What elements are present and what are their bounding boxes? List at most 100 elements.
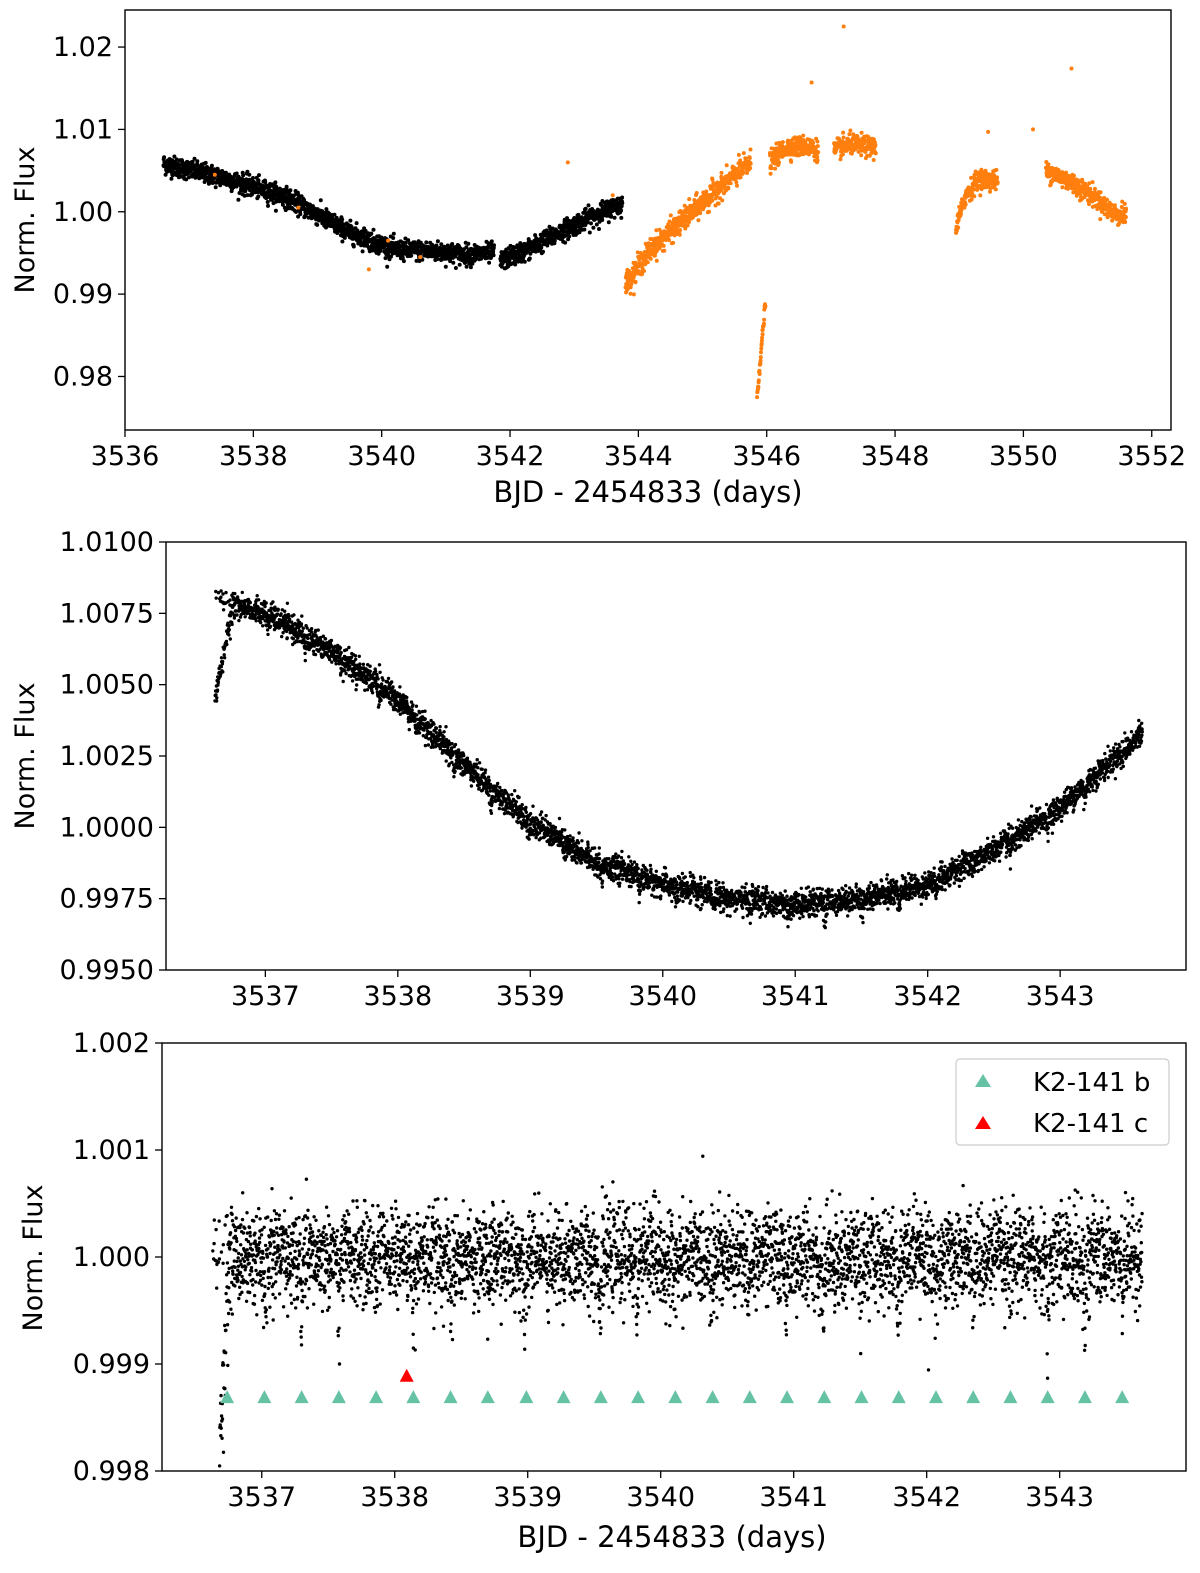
legend-label-b: K2-141 b bbox=[1033, 1068, 1150, 1098]
transit-marker-b bbox=[220, 1390, 235, 1404]
xtick-label: 3546 bbox=[732, 441, 801, 472]
xtick-label: 3542 bbox=[893, 981, 962, 1012]
series-removed bbox=[212, 24, 1129, 400]
transit-marker-b bbox=[817, 1390, 832, 1404]
series-flattened bbox=[211, 1154, 1144, 1468]
transit-marker-b bbox=[331, 1390, 346, 1404]
panel-top-ticks: 3536 3538 3540 3542 3544 3546 3548 3550 3552 0.98… bbox=[53, 32, 1186, 472]
panel-bottom-ylabel: Norm. Flux bbox=[18, 1185, 49, 1332]
ytick-label: 1.02 bbox=[53, 32, 113, 63]
transit-marker-b bbox=[369, 1390, 384, 1404]
transit-marker-b bbox=[593, 1390, 608, 1404]
transit-marker-c bbox=[399, 1368, 414, 1382]
panel-bottom-xlabel: BJD - 2454833 (days) bbox=[517, 1520, 826, 1554]
transit-marker-b bbox=[519, 1390, 534, 1404]
ytick-label: 0.9975 bbox=[60, 884, 154, 915]
outlier-point bbox=[366, 267, 371, 272]
transit-markers bbox=[220, 1368, 1130, 1404]
ytick-label: 0.98 bbox=[53, 361, 113, 392]
ytick-label: 1.001 bbox=[73, 1135, 150, 1166]
panel-bottom-points bbox=[211, 1154, 1144, 1468]
transit-marker-b bbox=[631, 1390, 646, 1404]
ytick-label: 1.0100 bbox=[60, 527, 154, 558]
panel-bottom: Norm. Flux BJD - 2454833 (days) 3537 3538… bbox=[18, 1028, 1187, 1554]
transit-marker-b bbox=[480, 1390, 495, 1404]
ytick-label: 0.9950 bbox=[60, 955, 154, 986]
panel-top-frame bbox=[124, 9, 1172, 431]
ytick-label: 1.0025 bbox=[60, 741, 154, 772]
outlier-point bbox=[610, 193, 615, 198]
transit-marker-b bbox=[406, 1390, 421, 1404]
transit-marker-b bbox=[294, 1390, 309, 1404]
xtick-label: 3536 bbox=[91, 441, 160, 472]
outlier-point bbox=[1069, 66, 1074, 71]
outlier-point bbox=[418, 255, 423, 260]
outlier-point bbox=[841, 24, 846, 29]
series-detrended-raw bbox=[213, 589, 1145, 930]
ytick-label: 1.00 bbox=[53, 197, 113, 228]
legend-label-c: K2-141 c bbox=[1033, 1109, 1148, 1139]
transit-marker-b bbox=[443, 1390, 458, 1404]
xtick-label: 3550 bbox=[989, 441, 1058, 472]
transit-marker-b bbox=[1077, 1390, 1092, 1404]
ytick-label: 1.000 bbox=[73, 1242, 150, 1273]
xtick-label: 3552 bbox=[1117, 441, 1186, 472]
xtick-label: 3543 bbox=[1026, 981, 1095, 1012]
ytick-label: 0.998 bbox=[73, 1456, 150, 1487]
transit-marker-b bbox=[891, 1390, 906, 1404]
transit-marker-b bbox=[705, 1390, 720, 1404]
series-kept bbox=[161, 154, 625, 271]
transit-marker-b bbox=[780, 1390, 795, 1404]
outlier-point bbox=[809, 80, 814, 85]
outlier-point bbox=[1031, 127, 1035, 132]
panel-middle: Norm. Flux 3537 3538 3539 3540 3541 3542 3543 0… bbox=[10, 527, 1187, 1012]
panel-top-points bbox=[161, 24, 1129, 400]
xtick-label: 3537 bbox=[227, 1482, 296, 1513]
xtick-label: 3537 bbox=[231, 981, 300, 1012]
ytick-label: 1.01 bbox=[53, 114, 113, 145]
outlier-point bbox=[212, 172, 217, 177]
transit-marker-b bbox=[966, 1390, 981, 1404]
xtick-label: 3538 bbox=[363, 981, 432, 1012]
xtick-label: 3544 bbox=[604, 441, 673, 472]
transit-marker-b bbox=[1003, 1390, 1018, 1404]
ytick-label: 1.002 bbox=[73, 1028, 150, 1059]
xtick-label: 3548 bbox=[861, 441, 930, 472]
panel-bottom-ticks: 3537 3538 3539 3540 3541 3542 3543 0.998 0.999 1.… bbox=[73, 1028, 1094, 1513]
panel-top-xlabel: BJD - 2454833 (days) bbox=[493, 475, 802, 509]
xtick-label: 3540 bbox=[628, 981, 697, 1012]
panel-middle-ylabel: Norm. Flux bbox=[10, 683, 41, 830]
xtick-label: 3538 bbox=[219, 441, 288, 472]
legend: K2-141 b K2-141 c bbox=[955, 1058, 1170, 1146]
ytick-label: 1.0075 bbox=[60, 598, 154, 629]
panel-top-ylabel: Norm. Flux bbox=[10, 147, 41, 294]
outlier-point bbox=[386, 238, 391, 243]
outlier-point bbox=[954, 227, 958, 232]
legend-marker-c bbox=[975, 1116, 991, 1129]
xtick-label: 3540 bbox=[347, 441, 416, 472]
panel-middle-ticks: 3537 3538 3539 3540 3541 3542 3543 0.9950 0.9975… bbox=[60, 527, 1095, 1012]
transit-marker-b bbox=[1040, 1390, 1055, 1404]
transit-marker-b bbox=[1115, 1390, 1130, 1404]
xtick-label: 3542 bbox=[892, 1482, 961, 1513]
ytick-label: 0.999 bbox=[73, 1349, 150, 1380]
xtick-label: 3539 bbox=[493, 1482, 562, 1513]
ytick-label: 0.99 bbox=[53, 279, 113, 310]
xtick-label: 3539 bbox=[496, 981, 565, 1012]
ytick-label: 1.0050 bbox=[60, 670, 154, 701]
outlier-point bbox=[296, 205, 301, 210]
transit-marker-b bbox=[257, 1390, 272, 1404]
ytick-label: 1.0000 bbox=[60, 812, 154, 843]
xtick-label: 3542 bbox=[476, 441, 545, 472]
transit-marker-b bbox=[556, 1390, 571, 1404]
transit-marker-b bbox=[854, 1390, 869, 1404]
transit-marker-b bbox=[928, 1390, 943, 1404]
outlier-point bbox=[707, 209, 711, 214]
panel-middle-points bbox=[213, 589, 1145, 930]
panel-top: Norm. Flux BJD - 2454833 (days) 3536 3538… bbox=[10, 9, 1186, 509]
transit-marker-b bbox=[668, 1390, 683, 1404]
panel-middle-frame bbox=[165, 541, 1187, 971]
xtick-label: 3543 bbox=[1025, 1482, 1094, 1513]
transit-marker-b bbox=[742, 1390, 757, 1404]
